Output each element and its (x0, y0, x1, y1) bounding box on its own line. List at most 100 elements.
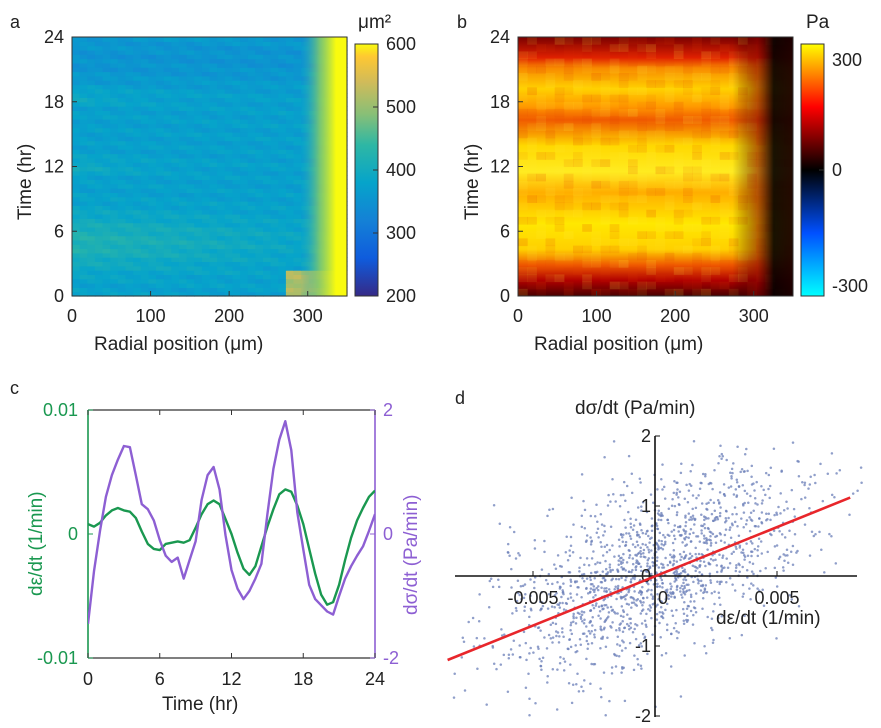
title-d: dσ/dt (Pa/min) (575, 398, 696, 419)
scatter-point (697, 582, 700, 585)
scatter-point (650, 549, 653, 552)
scatter-point (621, 639, 624, 642)
scatter-point (784, 554, 787, 557)
scatter-point (639, 481, 642, 484)
scatter-point (742, 551, 745, 555)
scatter-point (761, 499, 764, 502)
scatter-point (582, 611, 586, 614)
scatter-point (627, 510, 630, 514)
scatter-point (611, 544, 614, 547)
scatter-point (645, 580, 649, 584)
scatter-point (728, 561, 732, 565)
scatter-point (779, 512, 782, 515)
x-tick-label-c: 0 (83, 669, 93, 689)
scatter-point (664, 652, 668, 655)
scatter-point (656, 512, 660, 515)
scatter-point (729, 471, 732, 475)
scatter-point (706, 615, 709, 619)
scatter-point (624, 543, 628, 547)
scatter-point (656, 592, 659, 596)
scatter-point (500, 628, 503, 631)
scatter-point (589, 536, 592, 539)
scatter-point (655, 618, 659, 621)
scatter-point (567, 570, 571, 574)
scatter-point (808, 483, 812, 486)
scatter-point (502, 653, 506, 657)
scatter-point (797, 605, 801, 608)
scatter-point (705, 539, 708, 543)
scatter-point (767, 473, 771, 477)
scatter-point (586, 642, 590, 646)
scatter-point (539, 664, 543, 668)
scatter-point (600, 586, 603, 589)
scatter-point (714, 558, 717, 561)
scatter-point (786, 554, 789, 557)
scatter-point (768, 484, 772, 488)
scatter-point (600, 628, 603, 632)
scatter-point (691, 494, 695, 497)
scatter-point (620, 605, 624, 608)
scatter-point (528, 652, 531, 655)
scatter-point (699, 559, 702, 563)
scatter-point (760, 552, 764, 555)
scatter-point (675, 608, 678, 612)
scatter-point (780, 533, 784, 536)
scatter-point (622, 615, 625, 618)
scatter-point (571, 551, 575, 554)
scatter-point (664, 540, 667, 544)
scatter-point (589, 571, 593, 575)
scatter-point (584, 540, 588, 543)
scatter-point (604, 559, 607, 563)
scatter-point (639, 612, 643, 615)
scatter-point (851, 492, 855, 495)
scatter-point (696, 566, 699, 570)
scatter-point (699, 589, 703, 592)
scatter-point (691, 507, 694, 511)
scatter-point (689, 528, 693, 531)
scatter-point (715, 570, 719, 574)
scatter-point (536, 645, 540, 649)
scatter-point (592, 550, 595, 553)
scatter-point (608, 563, 612, 566)
scatter-point (672, 491, 676, 495)
scatter-point (693, 523, 696, 526)
scatter-point (795, 614, 798, 617)
scatter-point (718, 531, 722, 535)
scatter-point (558, 585, 562, 589)
scatter-point (489, 577, 493, 581)
scatter-point (616, 584, 620, 588)
scatter-point (820, 548, 823, 552)
scatter-point (611, 621, 614, 624)
scatter-point (745, 519, 749, 522)
scatter-point (676, 525, 680, 529)
scatter-point (606, 636, 609, 639)
scatter-point (569, 623, 573, 627)
scatter-point (640, 590, 643, 594)
scatter-point (600, 604, 604, 608)
scatter-point (623, 699, 627, 703)
scatter-point (660, 477, 663, 481)
scatter-point (656, 556, 659, 559)
scatter-point (532, 651, 535, 654)
scatter-point (579, 615, 583, 619)
scatter-point (770, 533, 773, 537)
scatter-point (728, 636, 732, 640)
scatter-point (589, 609, 592, 612)
scatter-point (523, 583, 527, 586)
scatter-point (553, 563, 556, 566)
scatter-point (683, 586, 686, 590)
scatter-point (683, 654, 686, 657)
colorbar-b-label: Pa (806, 12, 830, 33)
axes-a: 0 100 200 300 0 6 12 18 24 (44, 27, 323, 326)
scatter-point (689, 593, 693, 596)
scatter-point (495, 667, 498, 671)
x-tick-label-c: 18 (293, 669, 313, 689)
scatter-point (691, 514, 695, 518)
scatter-point (758, 517, 761, 520)
scatter-point (640, 622, 644, 625)
scatter-point (638, 535, 641, 539)
scatter-point (629, 596, 633, 599)
scatter-point (687, 489, 691, 492)
scatter-point (580, 473, 584, 476)
scatter-point (785, 500, 788, 503)
